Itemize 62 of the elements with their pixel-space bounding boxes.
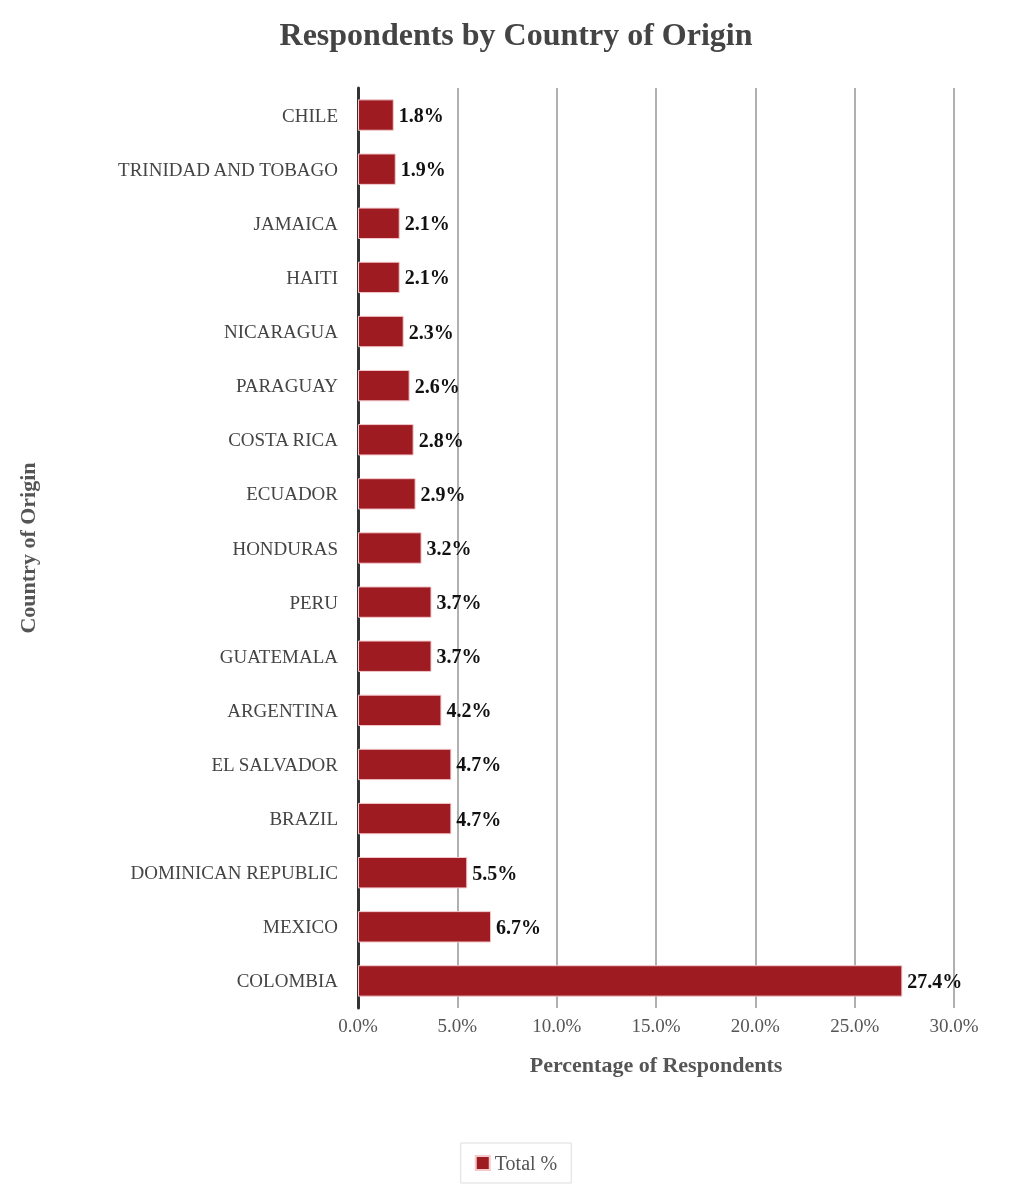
- data-label: 2.6%: [414, 374, 460, 397]
- x-tick-label: 0.0%: [338, 1015, 378, 1036]
- x-axis-title: Percentage of Respondents: [529, 1051, 783, 1077]
- data-label: 4.7%: [456, 753, 502, 776]
- x-tick-label: 10.0%: [532, 1015, 582, 1036]
- data-label: 2.8%: [418, 428, 464, 451]
- x-tick-label: 15.0%: [631, 1015, 681, 1036]
- bar: [358, 478, 416, 510]
- data-label: 3.7%: [436, 591, 482, 614]
- data-label: 5.5%: [472, 861, 518, 884]
- y-tick-label: NICARAGUA: [224, 321, 339, 343]
- data-label: 2.1%: [404, 266, 450, 289]
- bar: [358, 153, 396, 185]
- bar: [358, 748, 452, 781]
- bar: [358, 99, 394, 131]
- bar: [358, 911, 492, 943]
- bar: [358, 424, 414, 456]
- bar: [358, 207, 400, 239]
- bar: [358, 369, 410, 402]
- y-axis-title: Country of Origin: [14, 462, 40, 634]
- data-label: 4.7%: [456, 807, 502, 830]
- data-label: 2.9%: [420, 482, 466, 505]
- data-label: 4.2%: [446, 699, 492, 722]
- y-tick-label: EL SALVADOR: [211, 753, 339, 775]
- x-tick-label: 30.0%: [929, 1015, 979, 1036]
- bar: [358, 694, 442, 727]
- bar: [358, 802, 452, 835]
- data-label: 27.4%: [907, 969, 963, 992]
- data-label: 2.3%: [408, 320, 454, 343]
- y-tick-label: COSTA RICA: [228, 429, 339, 451]
- y-tick-label: PARAGUAY: [235, 375, 339, 397]
- y-tick-label: GUATEMALA: [219, 645, 339, 667]
- data-label: 3.7%: [436, 645, 482, 668]
- y-tick-label: JAMAICA: [253, 212, 339, 234]
- y-tick-label: HAITI: [286, 266, 338, 288]
- y-tick-label: HONDURAS: [232, 537, 338, 559]
- y-tick-label: DOMINICAN REPUBLIC: [130, 862, 338, 884]
- y-tick-label: ARGENTINA: [227, 699, 339, 721]
- x-tick-label: 20.0%: [730, 1015, 781, 1036]
- legend-label: Total %: [494, 1152, 558, 1174]
- data-label: 3.2%: [426, 537, 472, 559]
- y-tick-label: CHILE: [282, 104, 338, 126]
- x-tick-label: 5.0%: [437, 1015, 478, 1036]
- bar: [358, 965, 903, 997]
- bar: [358, 586, 432, 618]
- chart-title: Respondents by Country of Origin: [279, 16, 753, 52]
- bar: [358, 315, 404, 348]
- y-tick-label: MEXICO: [263, 916, 338, 938]
- x-tick-label: 25.0%: [830, 1015, 880, 1036]
- data-label: 1.9%: [400, 158, 446, 181]
- y-tick-label: PERU: [289, 591, 339, 613]
- data-label: 1.8%: [398, 104, 444, 127]
- bar: [358, 640, 432, 672]
- y-tick-label: TRINIDAD AND TOBAGO: [118, 158, 338, 180]
- bar: [358, 532, 422, 564]
- y-tick-label: ECUADOR: [246, 483, 339, 505]
- data-label: 6.7%: [496, 915, 542, 938]
- bar: [358, 261, 400, 294]
- data-label: 2.1%: [404, 212, 450, 235]
- y-tick-label: COLOMBIA: [236, 970, 339, 992]
- y-tick-label: BRAZIL: [269, 808, 338, 830]
- bar: [358, 857, 468, 889]
